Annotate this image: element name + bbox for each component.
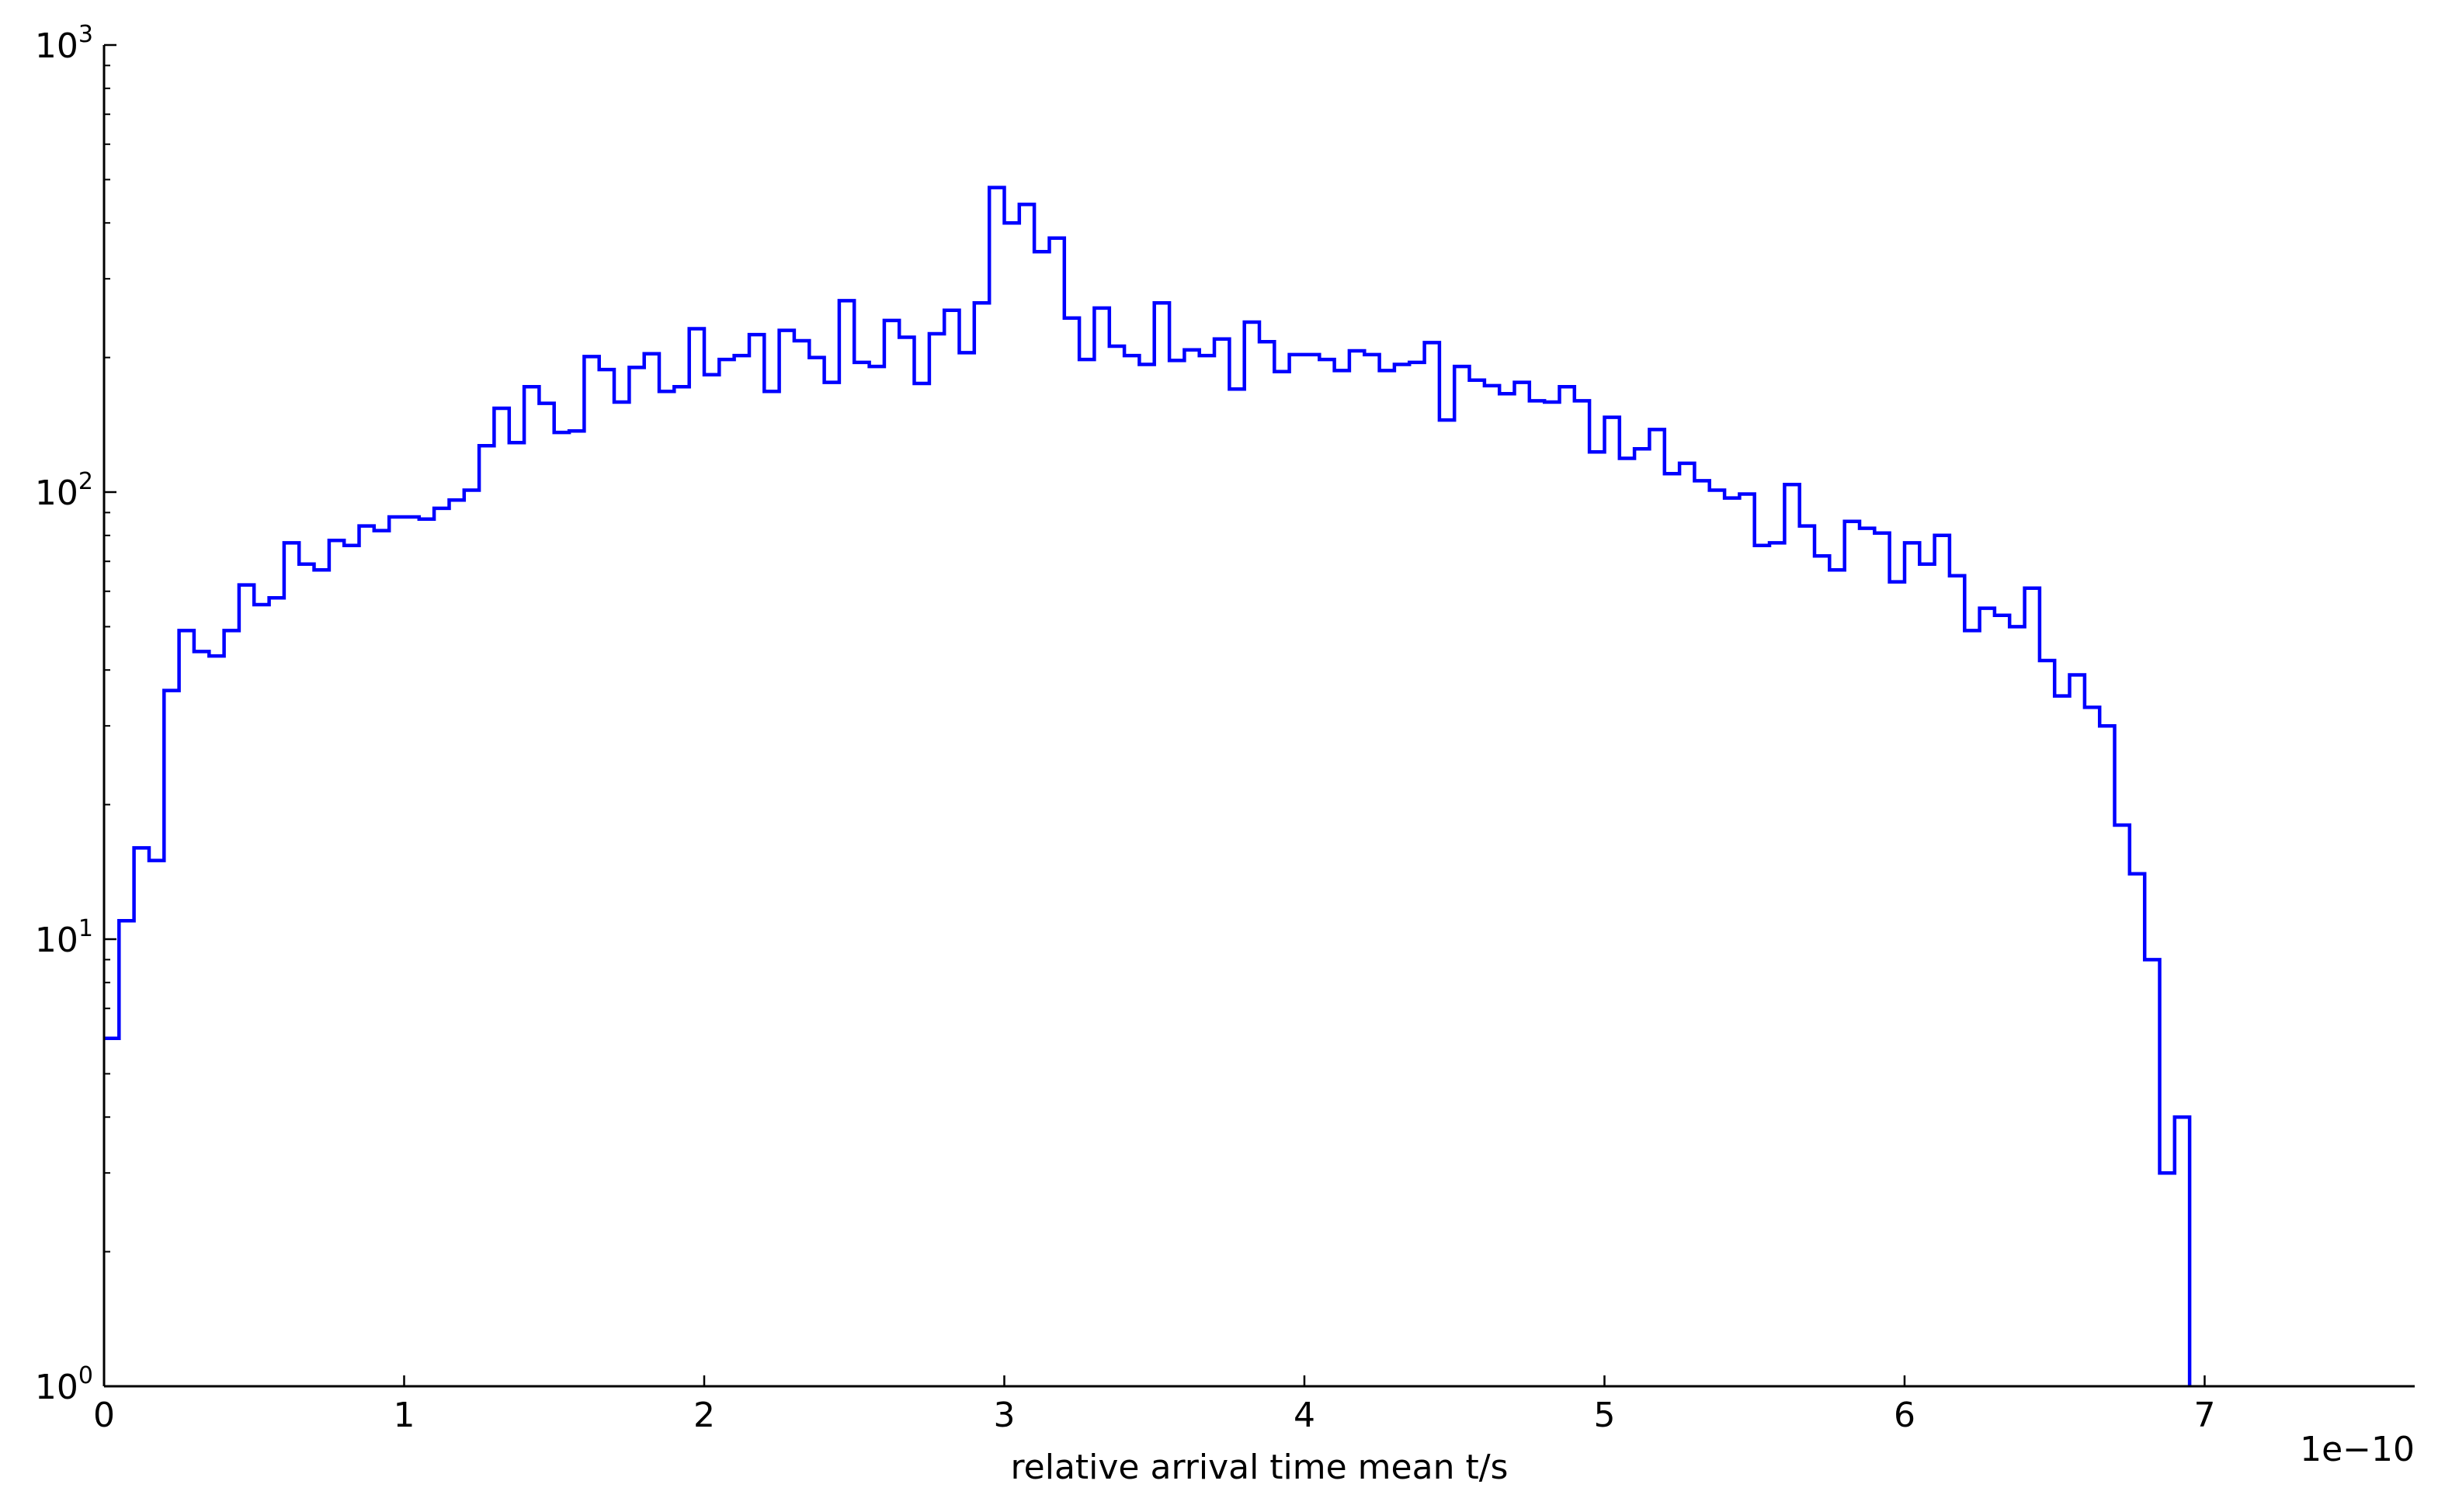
x-axis-label: relative arrival time mean t/s [1011, 1448, 1509, 1487]
x-tick-label: 3 [993, 1396, 1015, 1435]
x-offset-label: 1e−10 [2300, 1430, 2415, 1469]
x-tick-labels: 0 1 2 3 4 5 6 7 [93, 1396, 2215, 1435]
x-tick-label: 0 [93, 1396, 115, 1435]
histogram-step-line [104, 186, 2192, 1386]
x-tick-label: 6 [1894, 1396, 1915, 1435]
y-tick-label: 101 [35, 915, 93, 960]
x-tick-label: 7 [2193, 1396, 2215, 1435]
x-tick-label: 2 [693, 1396, 715, 1435]
y-tick-label: 103 [35, 21, 93, 66]
y-tick-label: 102 [35, 468, 93, 513]
x-tick-label: 4 [1294, 1396, 1315, 1435]
x-tick-label: 1 [393, 1396, 415, 1435]
axis-major-ticks [102, 43, 2206, 1388]
x-tick-label: 5 [1593, 1396, 1615, 1435]
y-tick-label: 100 [35, 1362, 93, 1407]
y-tick-labels: 100 101 102 103 [35, 21, 93, 1407]
